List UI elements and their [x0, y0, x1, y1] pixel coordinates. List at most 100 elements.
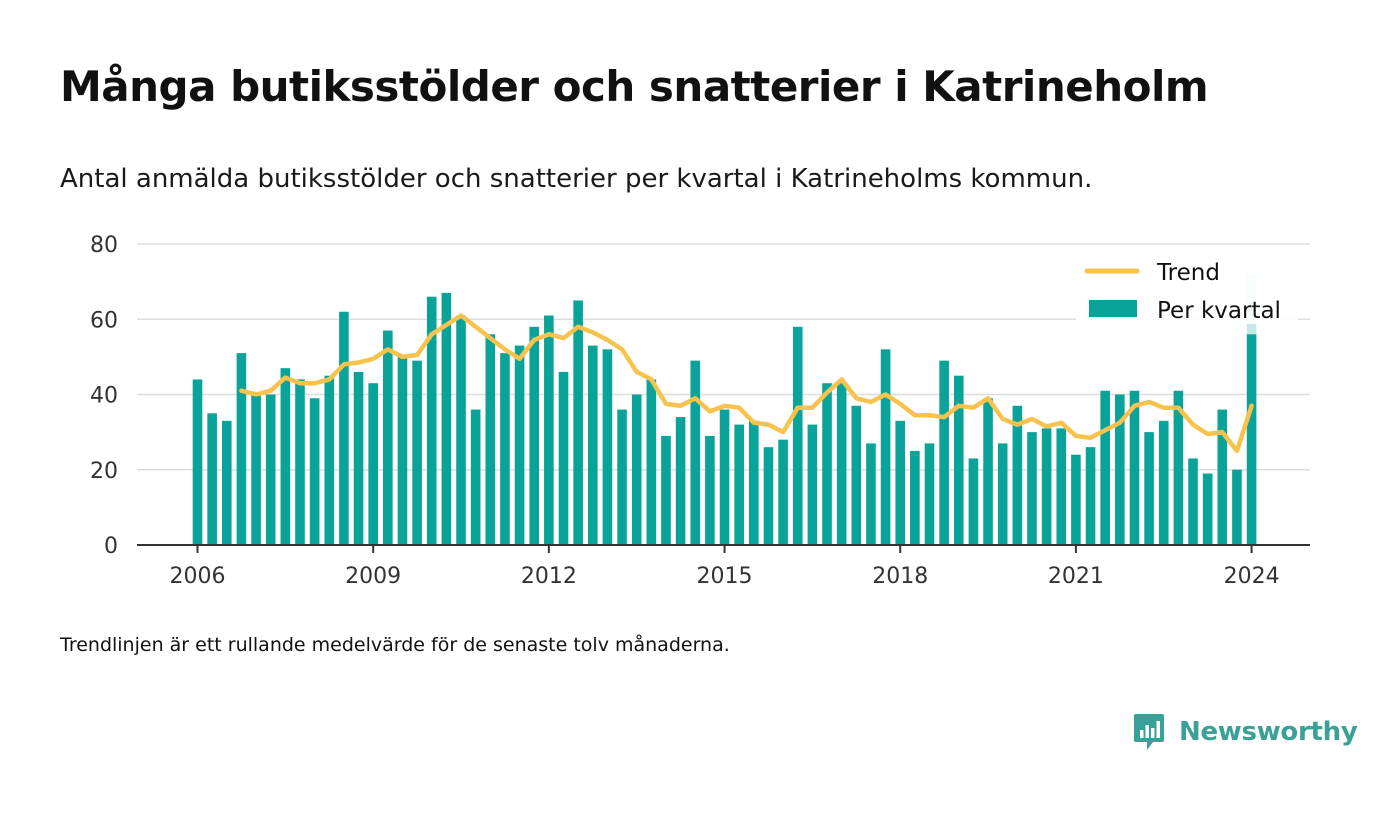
bar — [851, 405, 862, 545]
bar — [192, 379, 203, 545]
bar — [617, 409, 627, 545]
bar — [441, 292, 452, 545]
bar — [544, 315, 554, 545]
bar — [456, 315, 466, 545]
bar — [1232, 469, 1242, 545]
bar — [587, 345, 598, 545]
bar — [265, 394, 276, 545]
x-tick-label: 2012 — [521, 564, 577, 589]
x-axis-ticks: 2006 2009 2012 2015 2018 2021 2024 — [170, 545, 1280, 589]
bar — [807, 424, 818, 545]
bar-chart: 0 20 40 60 80 2006 2009 2012 2015 2018 2021 2024 T… — [90, 233, 1310, 589]
bar — [558, 371, 569, 545]
bar — [983, 398, 993, 545]
bar — [383, 330, 393, 545]
bar — [763, 447, 774, 545]
x-tick-label: 2009 — [345, 564, 401, 589]
legend-bar-swatch — [1089, 300, 1137, 317]
bar — [895, 420, 906, 545]
legend-bar-label: Per kvartal — [1157, 298, 1281, 324]
brand-name: Newsworthy — [1179, 717, 1358, 747]
y-axis-ticks: 0 20 40 60 80 — [90, 233, 118, 559]
bar — [1246, 334, 1257, 545]
bar — [251, 394, 261, 545]
x-tick-label: 2018 — [872, 564, 928, 589]
bar — [1115, 394, 1125, 545]
bar — [368, 383, 378, 545]
bar — [339, 311, 349, 545]
bar — [236, 353, 247, 545]
bar — [529, 326, 540, 545]
bar — [295, 379, 305, 545]
bar — [309, 398, 320, 545]
bar — [778, 439, 788, 545]
bar — [866, 443, 876, 545]
bar — [822, 383, 832, 545]
newsworthy-logo: Newsworthy — [1133, 712, 1358, 752]
bar — [485, 334, 496, 545]
bar — [792, 326, 803, 545]
bar — [602, 349, 613, 545]
bar — [412, 360, 422, 545]
bar — [573, 300, 583, 545]
bar — [470, 409, 481, 545]
bar-series — [192, 274, 1257, 545]
legend-trend-label: Trend — [1156, 260, 1220, 286]
bar — [500, 353, 510, 545]
bar — [953, 375, 964, 545]
bar — [221, 420, 232, 545]
chart-subtitle: Antal anmälda butiksstölder och snatteri… — [60, 164, 1093, 194]
bar — [749, 420, 759, 545]
bar — [836, 383, 847, 545]
bar — [353, 371, 364, 545]
bar — [675, 417, 686, 545]
bar — [1158, 420, 1169, 545]
bar — [1071, 454, 1081, 545]
newsworthy-logo-icon — [1134, 714, 1164, 750]
footnote: Trendlinjen är ett rullande medelvärde f… — [60, 634, 730, 656]
bar — [426, 296, 437, 545]
bar — [631, 394, 642, 545]
bar — [880, 349, 891, 545]
x-tick-label: 2006 — [170, 564, 226, 589]
trend-line — [239, 313, 1254, 454]
chart-title: Många butiksstölder och snatterier i Kat… — [60, 62, 1209, 111]
bar — [719, 409, 730, 545]
bar — [1217, 409, 1228, 545]
y-tick-label: 40 — [90, 384, 118, 409]
bar — [1188, 458, 1198, 545]
bar — [1173, 390, 1184, 545]
y-tick-label: 20 — [90, 459, 118, 484]
legend: Trend Per kvartal — [1076, 252, 1298, 324]
bar — [324, 375, 335, 545]
bar — [1056, 428, 1067, 545]
bar — [705, 435, 715, 545]
bar — [910, 450, 920, 545]
bar — [734, 424, 744, 545]
bar — [661, 435, 671, 545]
bar — [1129, 390, 1140, 545]
bar — [1202, 473, 1213, 545]
bar — [1027, 432, 1037, 545]
bar — [968, 458, 979, 545]
x-tick-label: 2024 — [1224, 564, 1280, 589]
bar — [646, 379, 657, 545]
x-tick-label: 2015 — [697, 564, 753, 589]
bar — [1085, 447, 1096, 545]
bar — [1041, 428, 1052, 545]
bar — [280, 368, 291, 545]
y-tick-label: 80 — [90, 233, 118, 258]
bar — [690, 360, 701, 545]
y-tick-label: 0 — [104, 534, 118, 559]
x-tick-label: 2021 — [1048, 564, 1104, 589]
bar — [514, 345, 525, 545]
y-tick-label: 60 — [90, 308, 118, 333]
bar — [1144, 432, 1154, 545]
bar — [939, 360, 949, 545]
bar — [924, 443, 935, 545]
bar — [997, 443, 1008, 545]
bar — [397, 356, 408, 545]
bar — [207, 413, 217, 545]
bar — [1100, 390, 1110, 545]
bar — [1012, 405, 1023, 545]
